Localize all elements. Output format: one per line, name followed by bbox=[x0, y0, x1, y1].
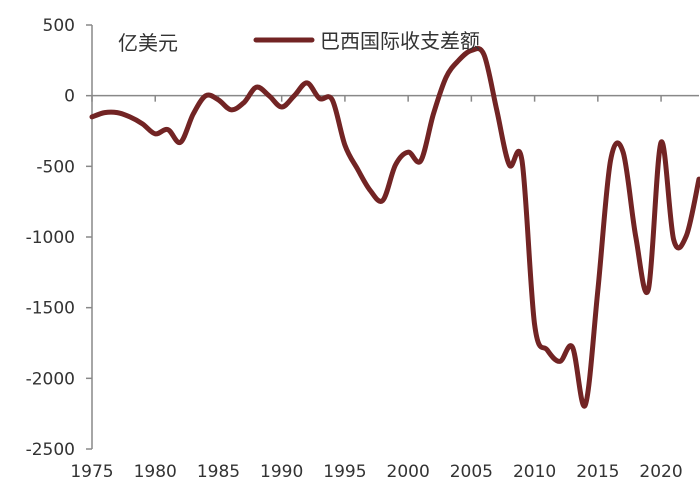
x-tick-label: 2000 bbox=[387, 462, 430, 482]
x-tick-label: 2015 bbox=[576, 462, 619, 482]
y-tick-label: -1500 bbox=[26, 299, 75, 319]
x-tick-label: 1975 bbox=[70, 462, 113, 482]
legend: 巴西国际收支差额 bbox=[253, 29, 480, 53]
y-tick-label: -2500 bbox=[26, 440, 75, 460]
x-tick-label: 2020 bbox=[639, 462, 682, 482]
x-tick-label: 1990 bbox=[260, 462, 303, 482]
y-tick-label: -500 bbox=[36, 157, 75, 177]
y-tick-label: -1000 bbox=[26, 228, 75, 248]
series-line-brazil-bop bbox=[89, 46, 700, 409]
y-tick-label: -2000 bbox=[26, 369, 75, 389]
x-tick-label: 1980 bbox=[134, 462, 177, 482]
y-tick-label: 0 bbox=[64, 87, 75, 107]
x-tick-label: 2010 bbox=[513, 462, 556, 482]
x-tick-label: 1995 bbox=[323, 462, 366, 482]
legend-label: 巴西国际收支差额 bbox=[320, 29, 480, 53]
x-tick-label: 2005 bbox=[450, 462, 493, 482]
axes bbox=[86, 24, 699, 450]
y-tick-label: 500 bbox=[43, 16, 75, 36]
unit-label: 亿美元 bbox=[118, 31, 178, 55]
x-tick-label: 1985 bbox=[197, 462, 240, 482]
